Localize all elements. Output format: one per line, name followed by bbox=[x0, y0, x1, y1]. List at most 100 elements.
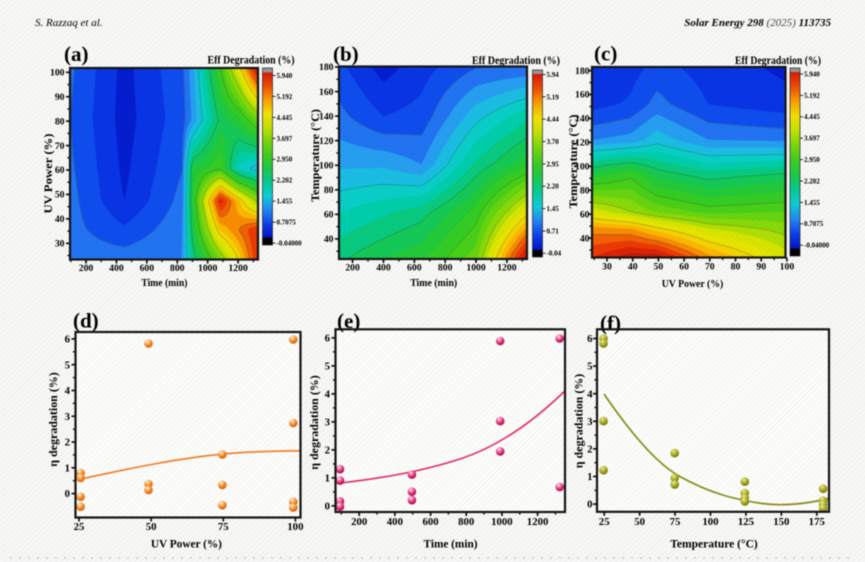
svg-text:UV Power (%): UV Power (%) bbox=[151, 537, 222, 551]
svg-text:1200: 1200 bbox=[497, 263, 517, 274]
svg-text:S. Razzaq et al.: S. Razzaq et al. bbox=[35, 17, 103, 29]
svg-text:(e): (e) bbox=[337, 309, 360, 333]
svg-text:2.950: 2.950 bbox=[277, 156, 293, 164]
svg-text:0.7075: 0.7075 bbox=[277, 219, 297, 227]
svg-text:60: 60 bbox=[580, 209, 590, 220]
svg-text:200: 200 bbox=[351, 516, 367, 528]
svg-text:100: 100 bbox=[575, 162, 590, 173]
svg-text:2.950: 2.950 bbox=[804, 156, 820, 164]
svg-text:4: 4 bbox=[587, 388, 593, 400]
svg-text:2.20: 2.20 bbox=[547, 183, 560, 191]
svg-text:50: 50 bbox=[55, 190, 65, 201]
svg-text:40: 40 bbox=[628, 262, 638, 273]
svg-text:100: 100 bbox=[780, 262, 795, 273]
svg-text:800: 800 bbox=[170, 263, 185, 274]
svg-text:60: 60 bbox=[324, 210, 334, 221]
svg-text:80: 80 bbox=[580, 185, 590, 196]
svg-text:0.71: 0.71 bbox=[547, 227, 560, 235]
svg-text:(c): (c) bbox=[594, 42, 617, 66]
svg-text:600: 600 bbox=[407, 263, 422, 274]
svg-text:-0.04000: -0.04000 bbox=[277, 240, 303, 248]
svg-text:Temperature (°C): Temperature (°C) bbox=[568, 114, 580, 208]
svg-text:40: 40 bbox=[324, 234, 334, 245]
svg-text:1.455: 1.455 bbox=[277, 198, 293, 206]
svg-text:100: 100 bbox=[702, 516, 718, 528]
svg-text:2.202: 2.202 bbox=[804, 177, 820, 185]
svg-text:30: 30 bbox=[55, 239, 65, 250]
svg-text:5.940: 5.940 bbox=[804, 70, 820, 78]
svg-text:90: 90 bbox=[55, 92, 65, 103]
svg-text:η degradation (%): η degradation (%) bbox=[46, 372, 60, 467]
svg-text:4: 4 bbox=[325, 389, 331, 401]
svg-text:UV Power (%): UV Power (%) bbox=[41, 134, 55, 214]
svg-text:2: 2 bbox=[587, 444, 592, 456]
svg-text:200: 200 bbox=[345, 263, 360, 274]
svg-text:40: 40 bbox=[55, 214, 65, 225]
svg-text:4.44: 4.44 bbox=[547, 116, 560, 124]
svg-text:1200: 1200 bbox=[527, 516, 549, 528]
svg-text:1.455: 1.455 bbox=[804, 199, 820, 207]
svg-text:1000: 1000 bbox=[466, 263, 486, 274]
svg-text:5: 5 bbox=[587, 361, 592, 373]
svg-text:Eff Degradation (%): Eff Degradation (%) bbox=[735, 55, 821, 67]
svg-text:60: 60 bbox=[679, 262, 689, 273]
svg-text:1: 1 bbox=[325, 473, 330, 485]
svg-text:400: 400 bbox=[376, 263, 391, 274]
svg-text:160: 160 bbox=[319, 87, 334, 98]
svg-text:-0.04000: -0.04000 bbox=[804, 242, 830, 250]
svg-text:180: 180 bbox=[575, 66, 590, 77]
svg-text:Eff Degradation (%): Eff Degradation (%) bbox=[208, 55, 295, 67]
svg-text:0: 0 bbox=[325, 501, 330, 513]
svg-text:1: 1 bbox=[587, 471, 592, 483]
svg-text:80: 80 bbox=[324, 185, 334, 196]
svg-text:1000: 1000 bbox=[491, 516, 513, 528]
svg-text:4: 4 bbox=[65, 385, 71, 397]
svg-text:Time (min): Time (min) bbox=[410, 277, 457, 289]
svg-text:120: 120 bbox=[319, 136, 334, 147]
svg-text:UV Power (%): UV Power (%) bbox=[662, 278, 724, 290]
svg-text:6: 6 bbox=[587, 333, 593, 345]
svg-text:400: 400 bbox=[109, 263, 124, 274]
svg-text:η degradation (%): η degradation (%) bbox=[307, 375, 321, 470]
svg-text:4.445: 4.445 bbox=[277, 114, 293, 122]
svg-text:(a): (a) bbox=[64, 42, 89, 66]
svg-text:600: 600 bbox=[140, 263, 155, 274]
svg-text:50: 50 bbox=[634, 516, 645, 528]
svg-text:40: 40 bbox=[580, 233, 590, 244]
svg-text:(b): (b) bbox=[333, 42, 359, 66]
svg-text:180: 180 bbox=[319, 62, 334, 73]
svg-text:140: 140 bbox=[575, 114, 590, 125]
svg-text:80: 80 bbox=[731, 262, 741, 273]
svg-text:50: 50 bbox=[146, 521, 157, 533]
svg-text:5: 5 bbox=[325, 361, 330, 373]
svg-text:25: 25 bbox=[599, 516, 610, 528]
svg-text:2.202: 2.202 bbox=[277, 177, 293, 185]
svg-text:70: 70 bbox=[55, 141, 65, 152]
svg-text:3.697: 3.697 bbox=[277, 135, 293, 143]
svg-text:0.7075: 0.7075 bbox=[804, 220, 824, 228]
svg-text:Time (min): Time (min) bbox=[141, 277, 187, 289]
svg-text:2: 2 bbox=[325, 445, 330, 457]
svg-text:80: 80 bbox=[55, 116, 65, 127]
svg-text:600: 600 bbox=[422, 516, 438, 528]
svg-text:2: 2 bbox=[65, 437, 70, 449]
svg-text:0: 0 bbox=[65, 488, 70, 500]
svg-text:75: 75 bbox=[218, 521, 229, 533]
svg-text:30: 30 bbox=[602, 262, 612, 273]
svg-text:125: 125 bbox=[738, 516, 754, 528]
svg-text:5.192: 5.192 bbox=[277, 93, 293, 101]
svg-text:70: 70 bbox=[705, 262, 715, 273]
svg-text:3.697: 3.697 bbox=[804, 135, 820, 143]
svg-text:100: 100 bbox=[50, 68, 65, 79]
svg-text:400: 400 bbox=[387, 516, 403, 528]
svg-text:1000: 1000 bbox=[198, 263, 218, 274]
svg-text:175: 175 bbox=[809, 516, 825, 528]
svg-text:140: 140 bbox=[319, 111, 334, 122]
svg-text:3: 3 bbox=[325, 417, 331, 429]
svg-text:160: 160 bbox=[575, 90, 590, 101]
svg-text:200: 200 bbox=[79, 263, 94, 274]
svg-text:25: 25 bbox=[74, 521, 85, 533]
svg-text:5.19: 5.19 bbox=[547, 93, 560, 101]
svg-text:1.45: 1.45 bbox=[547, 205, 560, 213]
svg-text:1200: 1200 bbox=[228, 263, 248, 274]
